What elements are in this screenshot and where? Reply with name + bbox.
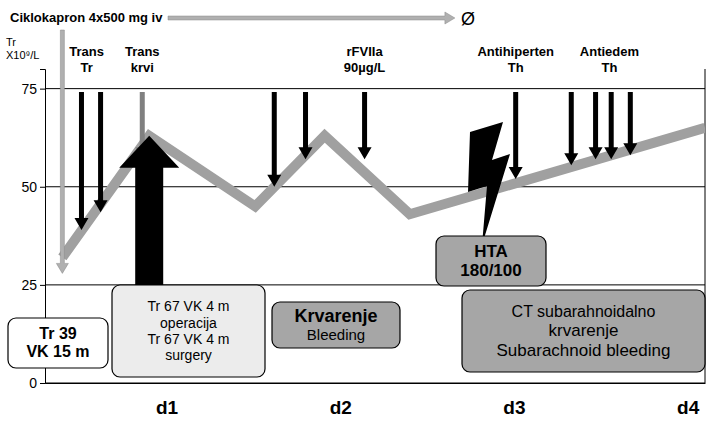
note-text: HTA [474, 242, 508, 261]
y-tick-mark [40, 89, 45, 90]
event-label-line: Antiedem [580, 44, 639, 59]
event-label: AntihipertenTh [477, 44, 554, 75]
note-text: Bleeding [307, 326, 365, 343]
y-tick: 0 [29, 375, 45, 391]
dose-arrow [358, 92, 372, 159]
event-label-line: Trans [69, 44, 104, 59]
note-text: Tr 67 VK 4 m [148, 331, 230, 347]
dose-arrow [299, 92, 313, 159]
note-text: surgery [165, 347, 212, 363]
x-tick-label: d4 [677, 397, 700, 418]
y-tick: 25 [21, 277, 45, 293]
note-box-frame [8, 318, 108, 368]
treatment-label: Ciklokapron 4x500 mg iv [10, 10, 163, 25]
grid-line [45, 383, 705, 384]
treatment-start-arrow [56, 30, 68, 273]
y-tick-label: 50 [21, 179, 37, 195]
y-tick-mark [40, 187, 45, 188]
event-label-line: Antihiperten [477, 44, 554, 59]
x-tick-label: d2 [330, 397, 352, 418]
y-tick: 50 [21, 179, 45, 195]
note-text: krvarenje [549, 321, 619, 340]
note-text: Subarachnoid bleeding [497, 341, 671, 360]
dose-arrow [589, 92, 603, 159]
note-text: Tr 39 [39, 325, 76, 342]
note-box: Tr 67 VK 4 moperacijaTr 67 VK 4 msurgery [112, 285, 265, 377]
event-label: AntiedemTh [580, 44, 639, 75]
treatment-arrow [168, 12, 455, 24]
event-label: rFVIIa90µg/L [344, 44, 386, 75]
dose-arrow [509, 92, 523, 179]
event-label-line: Trans [125, 44, 160, 59]
x-tick: d2 [330, 383, 352, 418]
dose-arrow [267, 92, 281, 187]
treatment-end-label: Ø [461, 9, 475, 29]
x-axis-line [46, 383, 706, 384]
event-label-line: Tr [81, 60, 93, 75]
note-box: KrvarenjeBleeding [272, 302, 400, 348]
surgery-arrow [119, 136, 179, 285]
event-label: Transkrvi [125, 44, 160, 75]
dose-arrow [564, 92, 578, 165]
note-box-frame [462, 290, 705, 372]
y-tick-label: 0 [29, 375, 37, 391]
y-tick-label: 25 [21, 277, 37, 293]
chart-svg: 0255075d1d2d3d4TrX10⁹/LCiklokapron 4x500… [0, 0, 718, 434]
x-tick: d3 [503, 383, 525, 418]
note-text: operacija [160, 315, 217, 331]
event-label-line: Th [602, 60, 618, 75]
grid [45, 89, 705, 383]
x-tick-label: d1 [156, 397, 179, 418]
chart-container: 0255075d1d2d3d4TrX10⁹/LCiklokapron 4x500… [0, 0, 718, 434]
marks [62, 92, 705, 285]
x-axis: d1 d2 d3 d4 [46, 383, 706, 418]
x-tick: d1 [156, 383, 179, 418]
dose-arrow [74, 92, 88, 230]
note-box: Tr 39VK 15 m [8, 318, 108, 368]
y-axis-title: Tr [6, 36, 16, 48]
x-tick-label: d3 [503, 397, 525, 418]
note-text: CT subarahnoidalno [512, 303, 656, 320]
note-box-frame [272, 302, 400, 348]
note-text: Tr 67 VK 4 m [148, 298, 230, 314]
x-tick: d4 [677, 383, 700, 418]
note-text: 180/100 [460, 261, 521, 280]
event-label-line: rFVIIa [347, 44, 384, 59]
y-tick-mark [40, 285, 45, 286]
note-text: Krvarenje [294, 306, 377, 326]
dose-arrow [94, 92, 108, 212]
note-box: HTA180/100 [436, 236, 546, 286]
note-box: CT subarahnoidalnokrvarenjeSubarachnoid … [462, 290, 705, 372]
y-tick: 75 [21, 81, 45, 97]
note-box-frame [436, 236, 546, 286]
y-tick-mark [40, 383, 45, 384]
grid-line [45, 88, 705, 89]
lightning-icon [468, 122, 510, 245]
dose-arrow [623, 92, 637, 155]
event-label: TransTr [69, 44, 104, 75]
note-text: VK 15 m [26, 343, 89, 360]
y-tick-label: 75 [21, 81, 37, 97]
dose-arrow [604, 92, 618, 159]
y-axis-title: X10⁹/L [6, 49, 39, 61]
note-box-frame [112, 285, 265, 377]
event-label-line: krvi [131, 60, 154, 75]
event-label-line: 90µg/L [344, 60, 386, 75]
event-label-line: Th [508, 60, 524, 75]
